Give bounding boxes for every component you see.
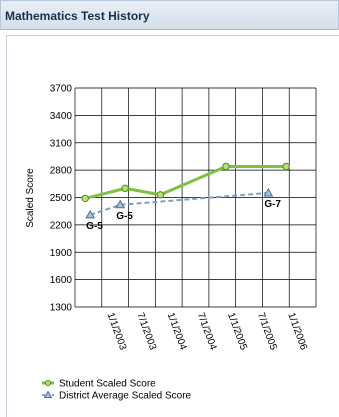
- y-tick-label: 3700: [50, 84, 73, 95]
- district-average-point: [263, 187, 274, 197]
- x-tick-label: 1/1/2003: [105, 311, 129, 352]
- district-average-point: [85, 209, 96, 219]
- student-score-line: [84, 164, 287, 200]
- panel-header: Mathematics Test History: [0, 0, 339, 30]
- grade-label: G-5: [116, 211, 133, 222]
- grade-label: G-7: [264, 199, 281, 210]
- legend-marker-student: [45, 380, 51, 386]
- x-tick-label: 1/1/2005: [225, 311, 249, 352]
- legend-label: Student Scaled Score: [59, 379, 156, 390]
- student-score-point: [81, 194, 89, 203]
- chart-grid: [74, 87, 317, 308]
- district-average-point: [115, 199, 126, 209]
- y-tick-label: 1900: [50, 248, 73, 259]
- x-tick-label: 1/1/2004: [165, 311, 189, 352]
- legend-label: District Average Scaled Score: [59, 391, 192, 402]
- y-tick-label: 2800: [50, 166, 73, 177]
- y-tick-label: 3400: [50, 111, 73, 122]
- y-tick-label: 1600: [50, 275, 73, 286]
- x-tick-label: 7/1/2005: [255, 311, 279, 352]
- panel-title: Mathematics Test History: [5, 9, 150, 23]
- student-score-point: [222, 162, 230, 171]
- student-score-point: [156, 191, 165, 199]
- x-tick-label: 1/1/2006: [285, 311, 309, 352]
- y-tick-label: 3100: [50, 138, 73, 149]
- y-axis-title: Scaled Score: [25, 168, 36, 228]
- grade-label: G-5: [86, 221, 103, 232]
- chart-frame: [6, 35, 339, 417]
- district-average-line: [89, 191, 269, 216]
- y-tick-label: 1300: [50, 303, 73, 314]
- y-tick-label: 2200: [50, 220, 73, 231]
- x-axis-ticks: 1/1/2003 7/1/2003 1/1/2004 7/1/2004 1/1/2005…: [105, 311, 310, 352]
- x-tick-label: 7/1/2003: [134, 311, 158, 352]
- student-score-point: [121, 184, 129, 193]
- y-tick-label: 2500: [50, 193, 73, 204]
- legend-marker-district: [43, 390, 53, 398]
- y-axis-ticks: 1300 1600 1900 2200 2500 2800 3100 3400 3700: [50, 84, 73, 314]
- chart-annotations: G-5 G-5 G-7: [86, 199, 281, 232]
- chart-series: [81, 162, 290, 219]
- x-tick-label: 7/1/2004: [195, 311, 219, 352]
- student-score-point: [282, 162, 290, 171]
